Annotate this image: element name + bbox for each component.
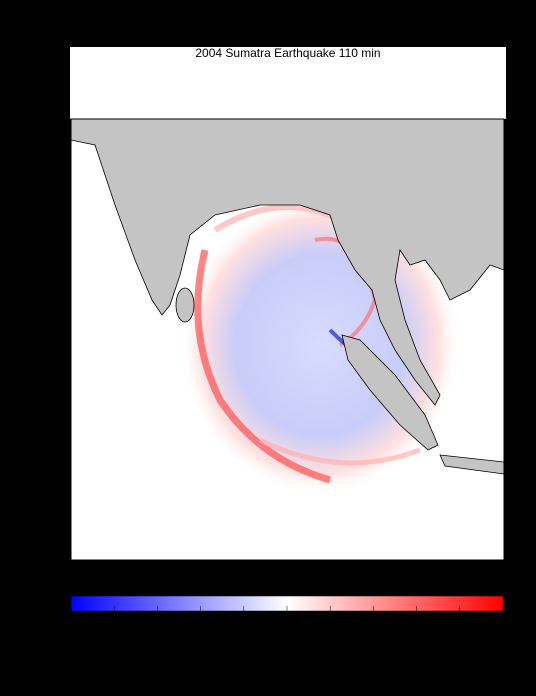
title: 2004 Sumatra Earthquake 110 min xyxy=(195,46,380,60)
x-tick-label: 11 xyxy=(491,569,504,583)
colorbar-tick-label: 0.4 xyxy=(365,619,382,633)
island xyxy=(439,454,504,475)
wave-front xyxy=(213,204,342,233)
title-panel xyxy=(70,47,506,119)
x-tick-label: 90° xyxy=(278,569,296,583)
colorbar-tick-label: -0.4 xyxy=(190,619,211,633)
wave-front xyxy=(258,437,421,466)
x-tick-label: 100° xyxy=(383,569,408,583)
colorbar-tick-label: 0.2 xyxy=(322,619,339,633)
x-tick-label: 0° xyxy=(69,569,81,583)
colorbar-tick-label: -0.2 xyxy=(233,619,254,633)
wave-front xyxy=(194,249,331,484)
colorbar-tick-label: 0.8 xyxy=(451,619,468,633)
colorbar-tick-label: 1 xyxy=(496,619,503,633)
x-tick-label: 80° xyxy=(170,569,188,583)
colorbar-tick-label: -0.6 xyxy=(147,619,168,633)
island xyxy=(341,334,439,451)
colorbar-tick-label: 0.6 xyxy=(408,619,425,633)
land xyxy=(71,119,504,406)
colorbar-tick-label: -0.8 xyxy=(104,619,125,633)
map-frame xyxy=(70,118,505,561)
colorbar-tick-label: 0 xyxy=(74,619,81,633)
map xyxy=(71,119,504,560)
island xyxy=(175,287,195,323)
colorbar-tick-label: 0.0 xyxy=(279,619,296,633)
